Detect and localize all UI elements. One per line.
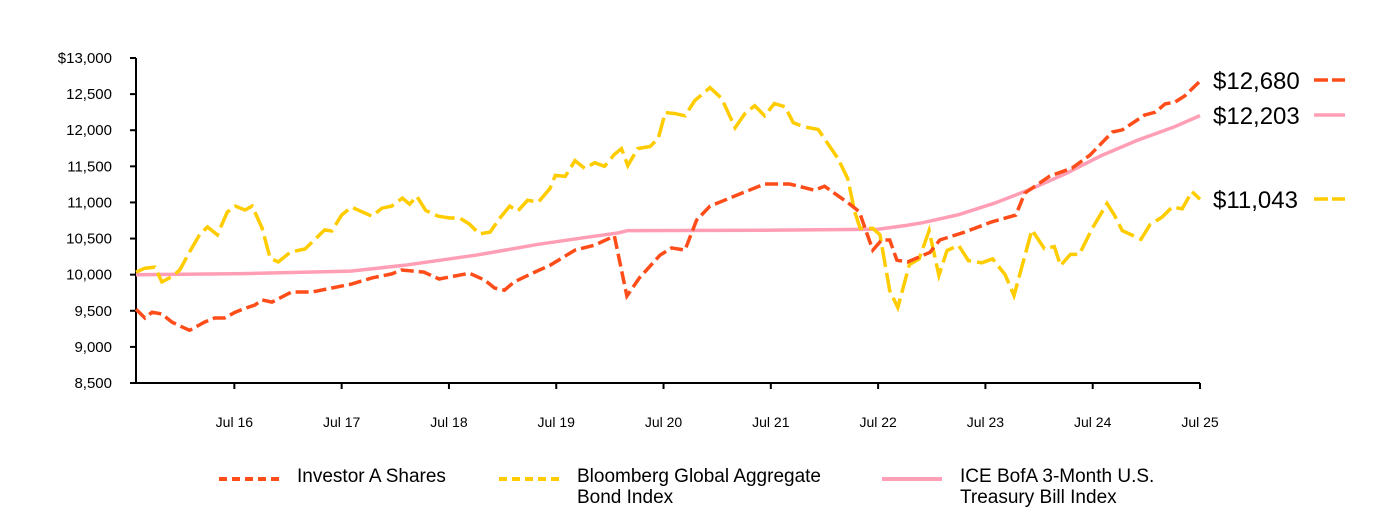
legend-label-line: Bloomberg Global Aggregate: [577, 466, 821, 487]
y-tick-label: $13,000: [58, 50, 112, 67]
series-line-investor-a-shares: [134, 79, 1202, 333]
series-line-ice-bofa-tbill: [135, 113, 1201, 277]
x-tick-label: Jul 25: [1181, 414, 1219, 430]
y-tick-label: 11,500: [67, 158, 112, 175]
y-tick-label: 10,000: [66, 267, 112, 284]
y-tick-label: 12,500: [66, 86, 112, 103]
line-chart: 8,500 9,000 9,500 10,000 10,500 11,000 11,500 1…: [58, 50, 1345, 430]
x-tick-label: Jul 22: [859, 414, 897, 430]
legend-label-line: Investor A Shares: [297, 466, 446, 487]
end-label-bloomberg-global-aggregate: $11,043: [1213, 187, 1298, 214]
chart-legend: Investor A Shares Bloomberg Global Aggre…: [0, 466, 1384, 516]
x-tick-label: Jul 18: [430, 414, 468, 430]
end-label-investor-a-shares: $12,680: [1213, 68, 1300, 95]
legend-label: Bloomberg Global Aggregate Bond Index: [577, 466, 821, 508]
y-tick-label: 8,500: [74, 375, 112, 392]
legend-label-line: ICE BofA 3-Month U.S.: [960, 466, 1155, 487]
y-tick-label: 9,000: [74, 339, 112, 356]
legend-label: Investor A Shares: [297, 466, 446, 487]
end-label-ice-bofa-tbill: $12,203: [1213, 103, 1300, 130]
end-value-labels: $12,680 $12,203 $11,043: [1213, 68, 1345, 214]
legend-item-ice-bofa: ICE BofA 3-Month U.S. Treasury Bill Inde…: [882, 466, 1154, 508]
x-tick-label: Jul 16: [216, 414, 254, 430]
legend-item-bloomberg: Bloomberg Global Aggregate Bond Index: [499, 466, 821, 508]
chart-series: [134, 79, 1202, 333]
legend-swatch-bloomberg: [499, 477, 559, 481]
x-tick-label: Jul 24: [1074, 414, 1112, 430]
legend-item-investor-a: Investor A Shares: [219, 466, 446, 487]
y-tick-label: 11,000: [67, 194, 112, 211]
legend-label-line: Bond Index: [577, 487, 674, 508]
x-tick-label: Jul 19: [538, 414, 576, 430]
y-tick-label: 9,500: [74, 303, 112, 320]
y-tick-label: 12,000: [66, 122, 112, 139]
legend-label: ICE BofA 3-Month U.S. Treasury Bill Inde…: [960, 466, 1154, 508]
x-tick-label: Jul 23: [967, 414, 1005, 430]
series-line-bloomberg-global-aggregate: [135, 85, 1202, 313]
legend-label-line: Treasury Bill Index: [960, 487, 1117, 508]
y-tick-label: 10,500: [66, 231, 112, 248]
x-tick-label: Jul 20: [645, 414, 683, 430]
x-tick-label: Jul 21: [752, 414, 790, 430]
x-tick-label: Jul 17: [323, 414, 361, 430]
legend-swatch-investor-a: [219, 477, 279, 481]
chart-axes: 8,500 9,000 9,500 10,000 10,500 11,000 11,500 1…: [58, 50, 1219, 430]
legend-swatch-ice-bofa: [882, 477, 942, 481]
